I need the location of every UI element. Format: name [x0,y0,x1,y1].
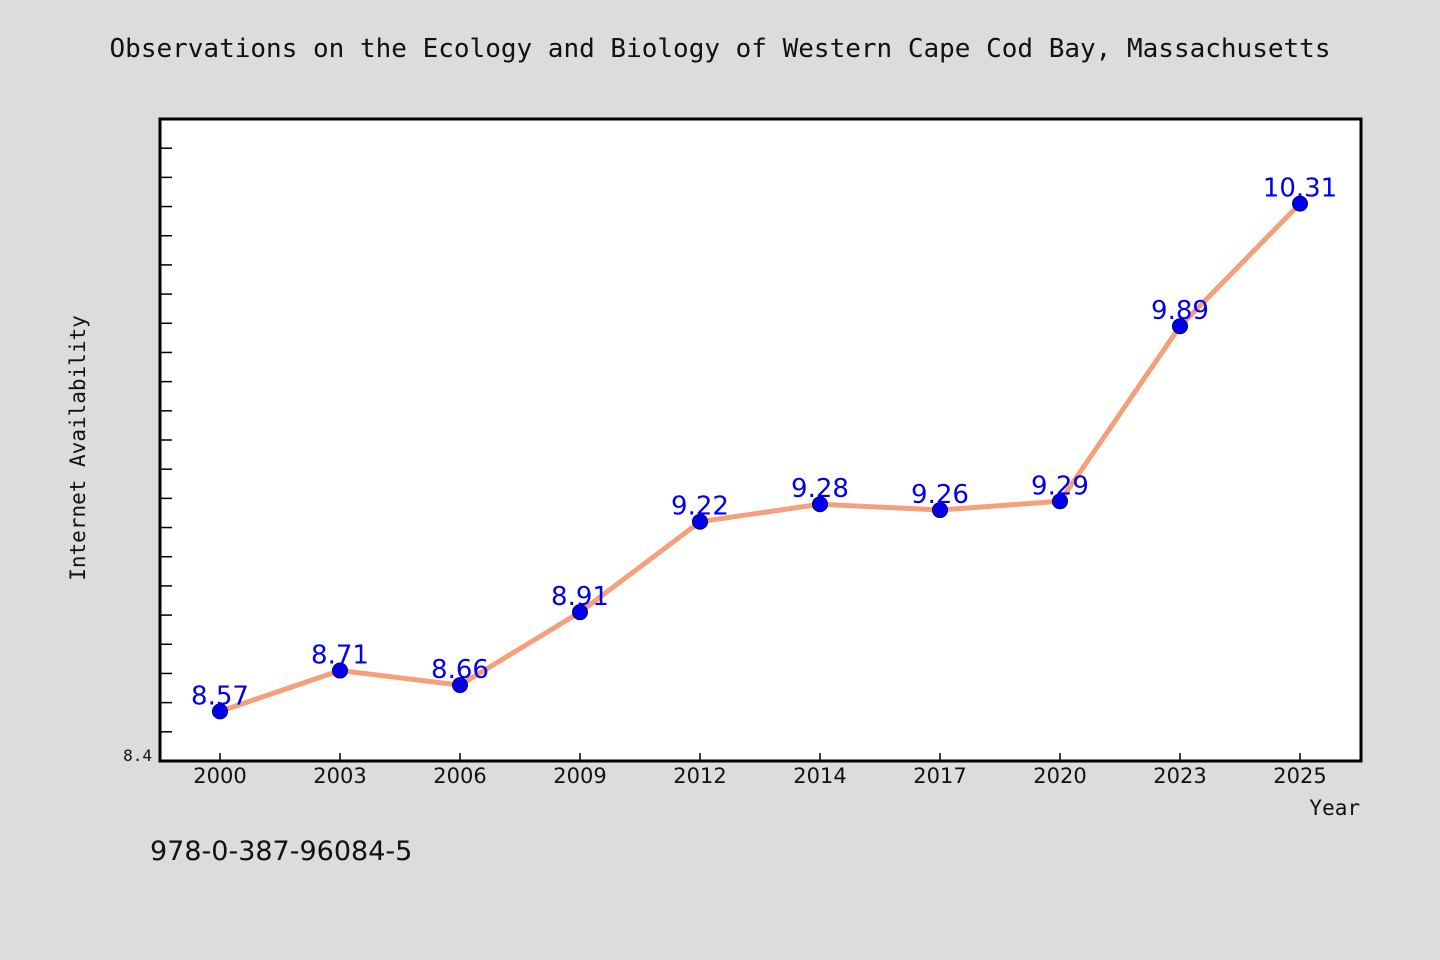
data-point [1052,493,1068,510]
x-axis-ticks: 2000 2003 2006 2009 2012 2014 2017 2020 2023 2025 [193,753,1327,788]
x-tick-label: 2025 [1273,764,1326,788]
x-tick-label: 2020 [1033,764,1086,788]
data-label: 8.66 [431,655,489,685]
data-label: 9.29 [1031,471,1089,501]
data-label: 9.22 [671,492,729,522]
y-axis-ticks: 8.4 [123,147,172,765]
x-tick-label: 2023 [1153,764,1206,788]
data-label: 10.31 [1263,174,1337,204]
y-tick-label: 8.4 [123,746,152,765]
data-point [1172,318,1188,335]
x-tick-label: 2017 [913,764,966,788]
data-point [212,703,228,720]
data-point [452,677,468,694]
series-line [217,201,1303,714]
data-label: 9.89 [1151,296,1209,326]
x-tick-label: 2014 [793,764,846,788]
data-label: 8.57 [191,681,249,711]
data-point [572,604,588,621]
data-point [332,662,348,679]
x-tick-label: 2000 [193,764,246,788]
x-tick-label: 2012 [673,764,726,788]
data-point [1292,195,1308,212]
data-point [692,513,708,530]
x-axis-label: Year [1309,796,1360,820]
x-tick-label: 2009 [553,764,606,788]
chart-title: Observations on the Ecology and Biology … [109,34,1331,64]
data-label: 9.26 [911,480,969,510]
plot-frame [158,117,1363,763]
x-tick-label: 2003 [313,764,366,788]
isbn-text: 978-0-387-96084-5 [150,836,413,867]
data-labels: 8.57 8.71 8.66 8.91 9.22 9.28 9.26 9.29 9.89 10.3… [191,174,1337,712]
data-label: 8.71 [311,641,369,671]
x-tick-label: 2006 [433,764,486,788]
plot-area [160,119,1361,761]
data-point [932,502,948,519]
data-label: 8.91 [551,582,609,612]
series-markers [212,195,1308,720]
data-point [812,496,828,513]
data-label: 9.28 [791,474,849,504]
